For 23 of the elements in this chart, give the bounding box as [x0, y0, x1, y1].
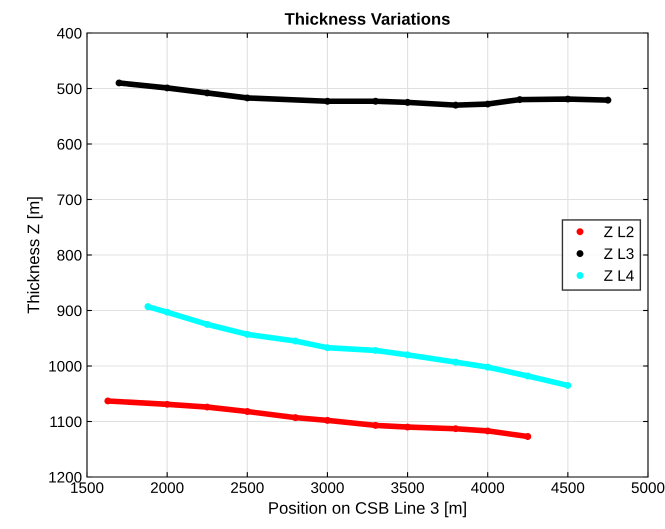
x-tick-label: 1500 [71, 482, 104, 494]
y-tick-label: 1200 [49, 472, 82, 483]
legend-label: Z L3 [604, 248, 634, 260]
y-tick-label: 500 [57, 83, 82, 94]
legend-label: Z L2 [604, 226, 634, 238]
legend-label: Z L4 [604, 270, 634, 281]
y-tick-label: 900 [57, 305, 82, 316]
x-tick-label: 2000 [150, 482, 184, 494]
x-tick-label: 4000 [471, 482, 504, 494]
x-tick-label: 4500 [551, 482, 584, 494]
chart-title: Thickness Variations [284, 12, 450, 25]
y-tick-label: 800 [57, 250, 82, 261]
y-tick-label: 700 [57, 194, 82, 206]
y-tick-label: 600 [57, 138, 82, 150]
x-tick-label: 2500 [231, 482, 264, 494]
y-tick-label: 400 [57, 28, 82, 39]
y-axis-title: Thickness Z [m] [27, 197, 43, 314]
y-tick-label: 1000 [49, 360, 82, 372]
x-tick-label: 3000 [311, 482, 344, 494]
x-axis-title: Position on CSB Line 3 [m] [269, 502, 466, 518]
x-tick-label: 3500 [391, 482, 424, 494]
x-tick-label: 5000 [632, 482, 664, 494]
y-tick-label: 1100 [50, 416, 82, 428]
